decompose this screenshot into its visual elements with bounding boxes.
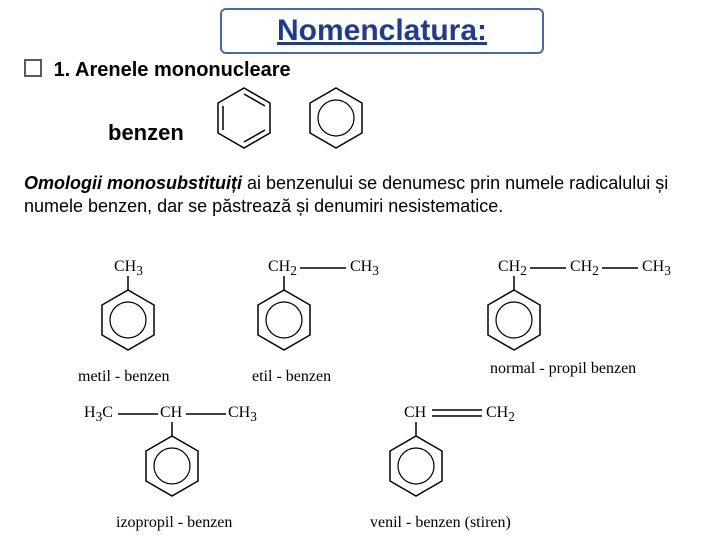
bullet-icon bbox=[24, 59, 42, 77]
npropil-structure bbox=[478, 276, 550, 362]
izo-ch3: CH3 bbox=[228, 404, 257, 425]
izo-structure bbox=[136, 422, 208, 508]
izo-ch: CH bbox=[160, 404, 182, 422]
venil-caption: venil - benzen (stiren) bbox=[370, 514, 511, 532]
paragraph-emph: Omologii monosubstituiți bbox=[24, 173, 242, 193]
benzen-label: benzen bbox=[108, 120, 184, 146]
izo-bond2 bbox=[186, 412, 226, 422]
venil-ch2: CH2 bbox=[486, 404, 515, 425]
page-title: Nomenclatura: bbox=[220, 8, 544, 54]
section-text: 1. Arenele mononucleare bbox=[54, 59, 291, 81]
npropil-bond1 bbox=[530, 266, 566, 276]
etil-ch3: CH3 bbox=[350, 258, 379, 279]
section-heading: 1. Arenele mononucleare bbox=[24, 58, 291, 82]
izo-caption: izopropil - benzen bbox=[116, 514, 232, 532]
etil-caption: etil - benzen bbox=[252, 368, 331, 386]
benzene-circle-icon bbox=[300, 82, 372, 162]
izo-bond1 bbox=[118, 412, 158, 422]
etil-bond bbox=[300, 266, 346, 276]
metil-caption: metil - benzen bbox=[78, 368, 170, 386]
venil-ch: CH bbox=[404, 404, 426, 422]
npropil-bond2 bbox=[602, 266, 638, 276]
npropil-ch3: CH3 bbox=[642, 258, 671, 279]
izo-h3c: H3C bbox=[84, 404, 113, 425]
npropil-ch2b: CH2 bbox=[570, 258, 599, 279]
npropil-caption: normal - propil benzen bbox=[490, 360, 636, 378]
venil-structure bbox=[380, 422, 452, 508]
paragraph: Omologii monosubstituiți ai benzenului s… bbox=[24, 172, 696, 217]
benzene-kekule-icon bbox=[208, 82, 280, 162]
etil-structure bbox=[248, 276, 320, 362]
venil-dblbond bbox=[432, 408, 482, 420]
metil-structure bbox=[92, 276, 164, 362]
